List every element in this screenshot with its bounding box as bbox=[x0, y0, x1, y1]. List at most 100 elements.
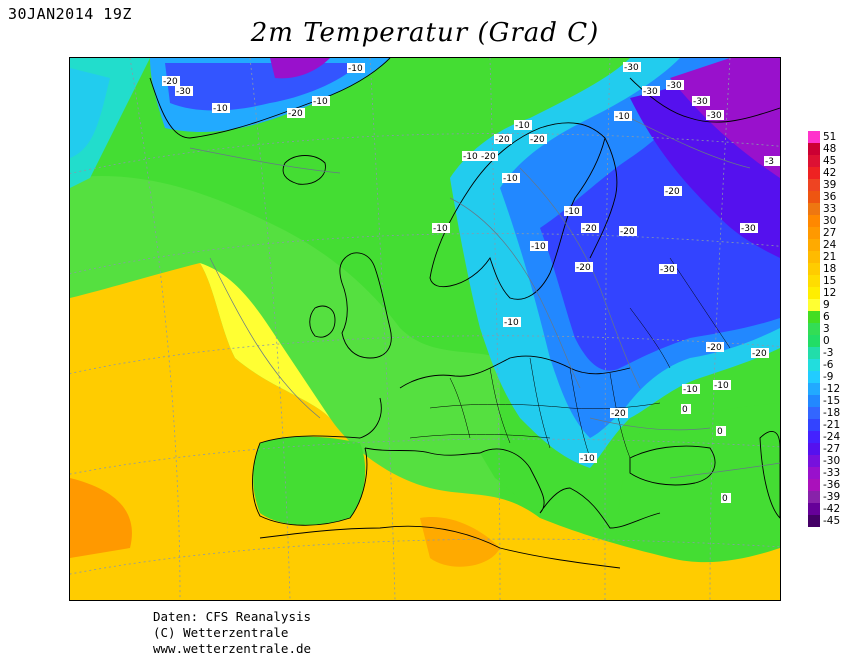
legend-swatch bbox=[808, 179, 820, 191]
contour-label: -10 bbox=[503, 174, 518, 184]
contour-label: 0 bbox=[717, 427, 723, 437]
cold-atlantic-core bbox=[70, 68, 110, 158]
legend-swatch bbox=[808, 263, 820, 275]
credits-website: www.wetterzentrale.de bbox=[153, 641, 312, 656]
legend-tick-label: -3 bbox=[823, 346, 834, 359]
legend-swatch bbox=[808, 455, 820, 467]
legend-swatch bbox=[808, 491, 820, 503]
legend-tick-label: -24 bbox=[823, 430, 841, 443]
legend-tick-label: 48 bbox=[823, 142, 837, 155]
legend-swatch bbox=[808, 311, 820, 323]
greenland-cold-core bbox=[165, 63, 360, 111]
legend-swatch bbox=[808, 191, 820, 203]
legend-swatch bbox=[808, 503, 820, 515]
legend-swatch bbox=[808, 407, 820, 419]
legend-swatch bbox=[808, 419, 820, 431]
legend-tick-label: 45 bbox=[823, 154, 837, 167]
contour-label: -10 bbox=[463, 152, 478, 162]
legend-tick-label: 12 bbox=[823, 286, 837, 299]
legend-tick-label: 30 bbox=[823, 214, 837, 227]
legend-swatch bbox=[808, 287, 820, 299]
contour-label: -10 bbox=[531, 242, 546, 252]
legend-tick-label: 9 bbox=[823, 298, 830, 311]
contour-label: -20 bbox=[288, 109, 303, 119]
contour-label: -10 bbox=[580, 454, 595, 464]
contour-label: -20 bbox=[481, 152, 496, 162]
contour-label: -10 bbox=[504, 318, 519, 328]
contour-label: -10 bbox=[714, 381, 729, 391]
credits-data-source: Daten: CFS Reanalysis bbox=[153, 609, 312, 624]
legend-swatch bbox=[808, 371, 820, 383]
contour-label: -30 bbox=[660, 265, 675, 275]
legend-swatch bbox=[808, 515, 820, 527]
contour-label: -20 bbox=[707, 343, 722, 353]
contour-label: -10 bbox=[213, 104, 228, 114]
legend-swatch bbox=[808, 239, 820, 251]
contour-label: -10 bbox=[683, 385, 698, 395]
temperature-legend: 51 48 45 42 39 36 33 30 27 24 21 18 15 12 9 6 3 0 -3 -6 -9 -1… bbox=[808, 131, 850, 527]
contour-label: -10 bbox=[515, 121, 530, 131]
italy-region bbox=[480, 448, 545, 513]
legend-tick-label: 33 bbox=[823, 202, 837, 215]
contour-label: -20 bbox=[495, 135, 510, 145]
legend-swatch bbox=[808, 383, 820, 395]
legend-swatch bbox=[808, 335, 820, 347]
contour-label: -20 bbox=[530, 135, 545, 145]
credits-copyright: (C) Wetterzentrale bbox=[153, 625, 289, 640]
isotherm-lines bbox=[189, 117, 780, 479]
legend-tick-label: -33 bbox=[823, 466, 841, 479]
temperature-map: -20 -30 -10 -20 -10 -10 -30 -30 -30 -30 … bbox=[69, 57, 781, 601]
contour-label: -30 bbox=[176, 87, 191, 97]
legend-swatch bbox=[808, 359, 820, 371]
warm-south-region bbox=[70, 263, 780, 600]
legend-tick-label: 51 bbox=[823, 130, 837, 143]
contour-label: -10 bbox=[615, 112, 630, 122]
legend-tick-label: -12 bbox=[823, 382, 841, 395]
contour-label: -30 bbox=[643, 87, 658, 97]
legend-tick-label: -42 bbox=[823, 502, 841, 515]
contour-label: -10 bbox=[313, 97, 328, 107]
legend-swatch bbox=[808, 479, 820, 491]
contour-label: -10 bbox=[433, 224, 448, 234]
legend-tick-label: 0 bbox=[823, 334, 830, 347]
contour-label: -30 bbox=[693, 97, 708, 107]
contour-label: -10 bbox=[348, 64, 363, 74]
legend-tick-label: 6 bbox=[823, 310, 830, 323]
north-africa-warm bbox=[420, 517, 500, 567]
legend-swatch bbox=[808, 395, 820, 407]
southeast-mild-region bbox=[610, 403, 780, 600]
legend-swatch bbox=[808, 131, 820, 143]
legend-swatch bbox=[808, 323, 820, 335]
contour-label: -20 bbox=[576, 263, 591, 273]
legend-tick-label: -45 bbox=[823, 514, 841, 527]
iberia-region bbox=[253, 436, 366, 525]
contour-label: -30 bbox=[741, 224, 756, 234]
legend-swatch bbox=[808, 167, 820, 179]
legend-tick-label: -15 bbox=[823, 394, 841, 407]
legend-swatch bbox=[808, 227, 820, 239]
legend-tick-label: 42 bbox=[823, 166, 837, 179]
legend-swatch bbox=[808, 275, 820, 287]
legend-swatch bbox=[808, 443, 820, 455]
arctic-coldest bbox=[670, 58, 780, 178]
map-title: 2m Temperatur (Grad C) bbox=[250, 18, 600, 48]
map-canvas: -20 -30 -10 -20 -10 -10 -30 -30 -30 -30 … bbox=[70, 58, 780, 600]
legend-tick-label: 15 bbox=[823, 274, 837, 287]
legend-tick-label: 24 bbox=[823, 238, 837, 251]
legend-swatch bbox=[808, 155, 820, 167]
legend-swatch bbox=[808, 299, 820, 311]
legend-tick-label: -36 bbox=[823, 478, 841, 491]
contour-label: -30 bbox=[624, 63, 639, 73]
contour-label: -20 bbox=[163, 77, 178, 87]
contour-label: -10 bbox=[565, 207, 580, 217]
contour-label: -20 bbox=[611, 409, 626, 419]
legend-tick-label: -30 bbox=[823, 454, 841, 467]
legend-tick-label: 3 bbox=[823, 322, 830, 335]
legend-swatch bbox=[808, 143, 820, 155]
date-label: 30JAN2014 19Z bbox=[8, 5, 132, 23]
greenland-coldest bbox=[270, 58, 330, 79]
graticule bbox=[70, 58, 780, 600]
legend-swatch bbox=[808, 431, 820, 443]
legend-tick-label: -39 bbox=[823, 490, 841, 503]
legend-tick-label: 21 bbox=[823, 250, 837, 263]
